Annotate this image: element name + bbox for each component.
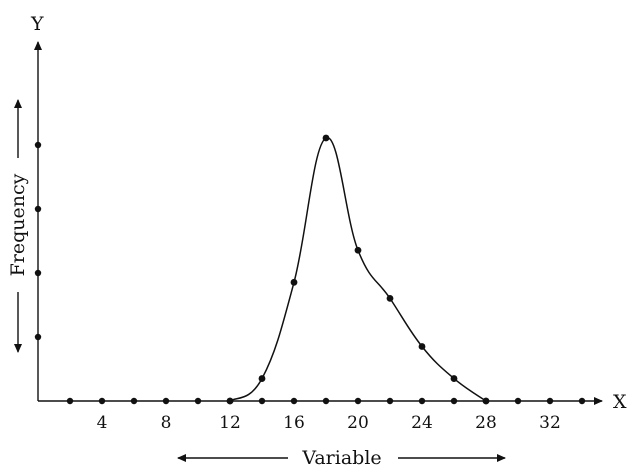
data-point: [354, 246, 362, 254]
x-tick-label: 32: [539, 413, 561, 433]
x-tick-label: 16: [283, 413, 305, 433]
y-axis-name: Y: [30, 13, 44, 35]
data-point: [322, 134, 330, 142]
x-axis-dot: [450, 397, 458, 405]
x-axis-dot: [322, 397, 330, 405]
x-axis-dot: [514, 397, 522, 405]
frequency-points: [226, 134, 490, 405]
x-axis-dot: [290, 397, 298, 405]
x-axis-dot: [194, 397, 202, 405]
x-axis-dot: [98, 397, 106, 405]
x-tick-labels: 4 8 12 16 20 24 28 32: [97, 413, 561, 433]
x-tick-label: 28: [475, 413, 497, 433]
data-point: [226, 397, 234, 405]
y-axis-dots: [34, 141, 42, 341]
y-axis-dot: [34, 269, 42, 277]
data-point: [258, 375, 266, 382]
frequency-curve: [229, 137, 487, 402]
y-axis-dot: [34, 205, 42, 213]
x-axis-dot: [418, 397, 426, 405]
y-axis-title: Frequency: [7, 173, 29, 276]
y-axis-title-group: Frequency: [7, 99, 29, 353]
x-tick-label: 4: [97, 413, 108, 433]
x-tick-label: 20: [347, 413, 369, 433]
x-tick-label: 12: [219, 413, 241, 433]
x-axis-dot: [130, 397, 138, 405]
x-axis-dot: [162, 397, 170, 405]
data-point: [450, 375, 458, 382]
x-axis-dot: [578, 397, 586, 405]
x-tick-label: 24: [411, 413, 433, 433]
x-axis-name: X: [613, 391, 627, 413]
x-tick-label: 8: [161, 413, 172, 433]
data-point: [386, 294, 394, 302]
x-axis-dot: [546, 397, 554, 405]
y-axis-dot: [34, 141, 42, 149]
x-axis-dot: [258, 397, 266, 405]
x-axis-title-group: Variable: [177, 447, 506, 467]
y-axis-dot: [34, 333, 42, 341]
x-axis-dot: [66, 397, 74, 405]
data-point: [418, 343, 426, 350]
x-axis-dot: [386, 397, 394, 405]
x-axis-dot: [354, 397, 362, 405]
data-point: [290, 278, 298, 286]
x-axis-title: Variable: [301, 447, 381, 467]
data-point: [482, 397, 490, 405]
